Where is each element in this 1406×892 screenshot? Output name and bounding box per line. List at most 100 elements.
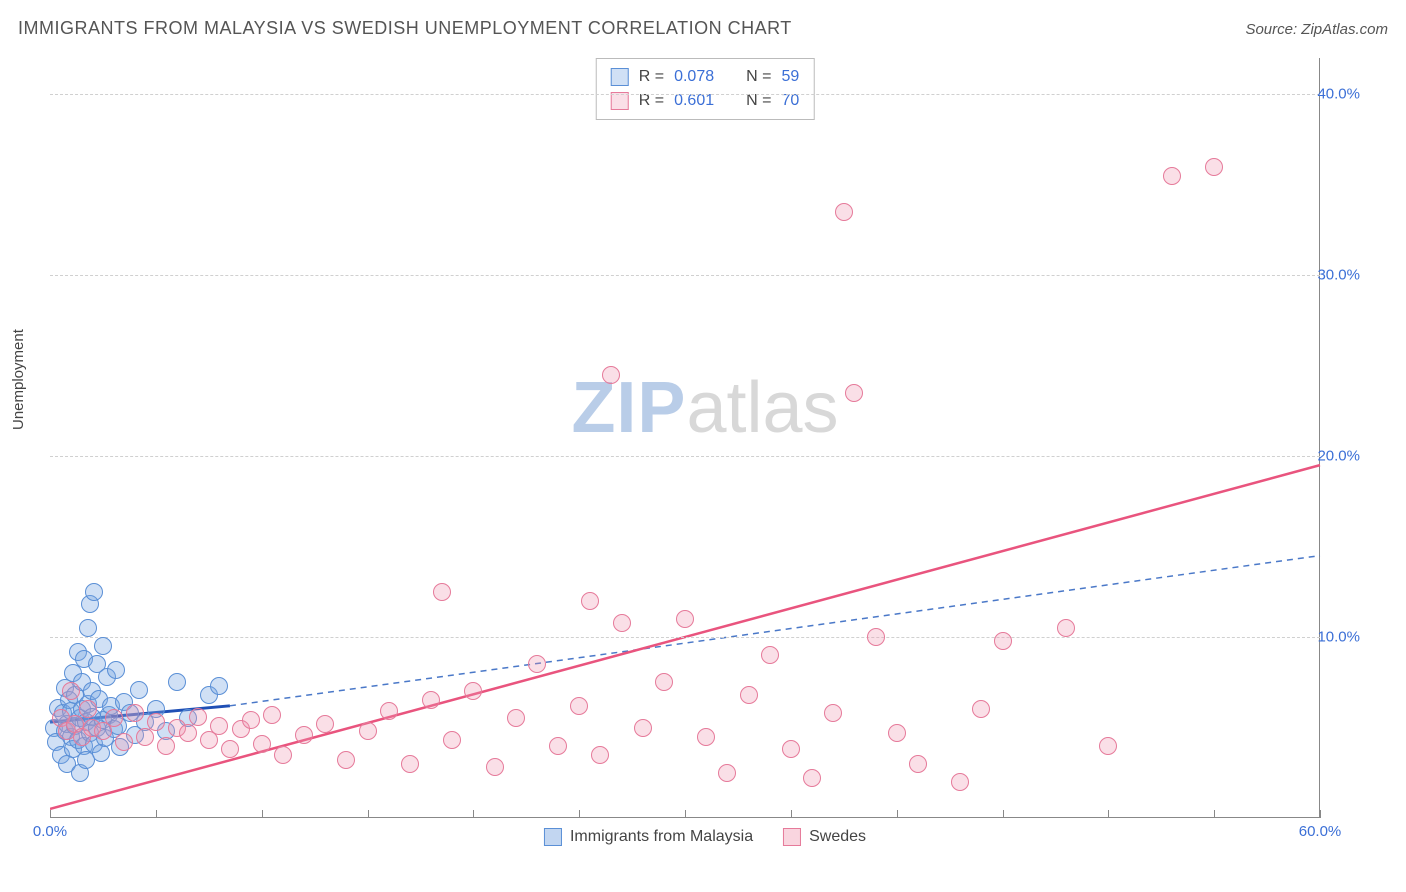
data-point-swedes: [867, 628, 885, 646]
n-label: N =: [746, 65, 771, 89]
data-point-swedes: [761, 646, 779, 664]
data-point-swedes: [570, 697, 588, 715]
data-point-malaysia: [107, 661, 125, 679]
legend-bottom: Immigrants from Malaysia Swedes: [544, 828, 866, 846]
legend-item-malaysia: Immigrants from Malaysia: [544, 828, 753, 846]
y-tick-label: 10.0%: [1317, 629, 1360, 646]
data-point-swedes: [994, 632, 1012, 650]
legend-item-swedes: Swedes: [783, 828, 866, 846]
data-point-malaysia: [210, 677, 228, 695]
data-point-malaysia: [79, 619, 97, 637]
data-point-swedes: [147, 713, 165, 731]
legend-swatch-swedes: [783, 828, 801, 846]
data-point-swedes: [105, 709, 123, 727]
data-point-swedes: [263, 706, 281, 724]
data-point-swedes: [295, 726, 313, 744]
data-point-swedes: [1057, 619, 1075, 637]
data-point-swedes: [581, 592, 599, 610]
data-point-swedes: [157, 737, 175, 755]
y-tick-label: 30.0%: [1317, 267, 1360, 284]
x-tick: [685, 810, 686, 818]
data-point-swedes: [1099, 737, 1117, 755]
n-label: N =: [746, 89, 771, 113]
data-point-swedes: [486, 758, 504, 776]
data-point-swedes: [380, 702, 398, 720]
data-point-swedes: [359, 722, 377, 740]
x-tick: [50, 810, 51, 818]
data-point-swedes: [888, 724, 906, 742]
n-value-malaysia: 59: [781, 65, 799, 89]
x-tick-label: 0.0%: [33, 823, 67, 840]
gridline-h: [50, 275, 1320, 276]
data-point-swedes: [242, 711, 260, 729]
data-point-swedes: [115, 733, 133, 751]
gridline-h: [50, 94, 1320, 95]
legend-stats-box: R = 0.078 N = 59 R = 0.601 N = 70: [596, 58, 815, 120]
data-point-swedes: [591, 746, 609, 764]
data-point-swedes: [79, 700, 97, 718]
chart-title: IMMIGRANTS FROM MALAYSIA VS SWEDISH UNEM…: [18, 18, 792, 39]
data-point-swedes: [1205, 158, 1223, 176]
scatter-plot-area: ZIPatlas R = 0.078 N = 59 R = 0.601 N = …: [50, 58, 1360, 818]
source-attribution: Source: ZipAtlas.com: [1245, 21, 1388, 38]
data-point-swedes: [401, 755, 419, 773]
data-point-malaysia: [130, 681, 148, 699]
watermark-zip: ZIP: [571, 368, 686, 448]
data-point-swedes: [337, 751, 355, 769]
title-bar: IMMIGRANTS FROM MALAYSIA VS SWEDISH UNEM…: [18, 18, 1388, 39]
data-point-swedes: [697, 728, 715, 746]
data-point-swedes: [179, 724, 197, 742]
y-tick-label: 20.0%: [1317, 448, 1360, 465]
legend-label-swedes: Swedes: [809, 828, 866, 846]
x-tick: [368, 810, 369, 818]
data-point-swedes: [718, 764, 736, 782]
data-point-swedes: [951, 773, 969, 791]
n-value-swedes: 70: [781, 89, 799, 113]
x-tick: [791, 810, 792, 818]
data-point-swedes: [274, 746, 292, 764]
x-tick: [156, 810, 157, 818]
watermark-atlas: atlas: [686, 368, 838, 448]
legend-label-malaysia: Immigrants from Malaysia: [570, 828, 753, 846]
legend-swatch-malaysia: [611, 68, 629, 86]
x-tick: [473, 810, 474, 818]
data-point-swedes: [189, 708, 207, 726]
legend-swatch-malaysia: [544, 828, 562, 846]
data-point-swedes: [740, 686, 758, 704]
x-tick: [1214, 810, 1215, 818]
data-point-swedes: [782, 740, 800, 758]
data-point-swedes: [549, 737, 567, 755]
x-tick: [1108, 810, 1109, 818]
x-tick: [262, 810, 263, 818]
data-point-swedes: [464, 682, 482, 700]
data-point-swedes: [972, 700, 990, 718]
x-tick-label: 60.0%: [1299, 823, 1342, 840]
data-point-swedes: [210, 717, 228, 735]
gridline-h: [50, 456, 1320, 457]
data-point-swedes: [824, 704, 842, 722]
data-point-swedes: [316, 715, 334, 733]
data-point-swedes: [253, 735, 271, 753]
gridline-h: [50, 637, 1320, 638]
data-point-swedes: [443, 731, 461, 749]
data-point-malaysia: [94, 637, 112, 655]
data-point-swedes: [221, 740, 239, 758]
data-point-swedes: [126, 704, 144, 722]
data-point-swedes: [507, 709, 525, 727]
r-value-swedes: 0.601: [674, 89, 714, 113]
data-point-swedes: [422, 691, 440, 709]
x-tick: [1320, 810, 1321, 818]
data-point-swedes: [655, 673, 673, 691]
x-tick: [1003, 810, 1004, 818]
data-point-swedes: [835, 203, 853, 221]
y-axis-label: Unemployment: [10, 329, 27, 430]
r-label: R =: [639, 65, 664, 89]
data-point-malaysia: [168, 673, 186, 691]
data-point-swedes: [62, 682, 80, 700]
data-point-swedes: [528, 655, 546, 673]
data-point-swedes: [433, 583, 451, 601]
data-point-swedes: [1163, 167, 1181, 185]
data-point-malaysia: [85, 583, 103, 601]
legend-stats-row-1: R = 0.078 N = 59: [611, 65, 800, 89]
r-label: R =: [639, 89, 664, 113]
